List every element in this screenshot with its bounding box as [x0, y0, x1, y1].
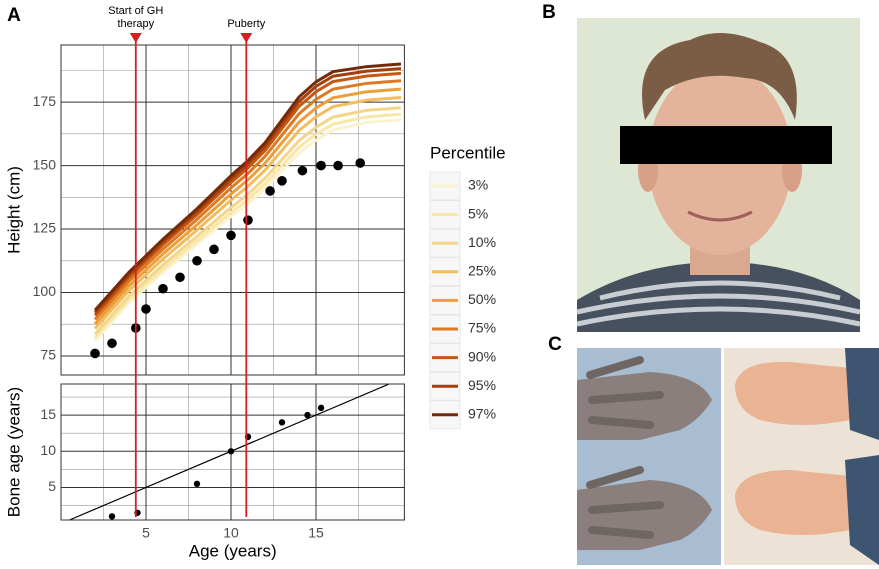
legend-label: 25% — [468, 263, 496, 279]
percentile-line — [93, 96, 402, 330]
percentile-line — [93, 79, 402, 321]
plot-border — [60, 383, 405, 521]
data-point — [316, 160, 326, 171]
y-axis-label: Bone age (years) — [4, 387, 23, 517]
panel-label: C — [548, 334, 562, 355]
legend-label: 50% — [468, 291, 496, 307]
legend-label: 97% — [468, 406, 496, 422]
percentile-line — [93, 62, 402, 312]
data-point — [226, 230, 236, 241]
percentile-line — [93, 71, 402, 317]
data-point — [265, 186, 275, 196]
y-tick-label: 10 — [40, 442, 56, 458]
percentile-line — [93, 87, 402, 325]
event-marker — [129, 33, 142, 43]
y-tick-label: 75 — [40, 347, 56, 363]
percentile-line — [93, 112, 402, 339]
annotation-label: Start of GH therapy — [108, 5, 164, 30]
data-point — [243, 215, 253, 225]
y-tick-label: 100 — [33, 283, 57, 299]
data-point — [277, 176, 287, 186]
y-tick-label: 15 — [40, 406, 56, 422]
legend-title: Percentile — [430, 143, 506, 162]
data-point — [175, 272, 185, 283]
event-marker — [240, 33, 253, 43]
legend-label: 3% — [468, 177, 488, 193]
legend-label: 5% — [468, 205, 488, 221]
y-tick-label: 150 — [33, 156, 57, 172]
data-point — [90, 348, 100, 359]
legend-label: 10% — [468, 234, 496, 250]
plot-border — [60, 44, 405, 376]
data-point — [193, 480, 201, 488]
data-point — [317, 404, 325, 412]
y-tick-label: 125 — [33, 220, 57, 236]
x-tick-label: 10 — [223, 525, 239, 541]
data-point — [227, 448, 235, 455]
photo-feet — [724, 348, 879, 565]
data-point — [192, 255, 202, 266]
y-tick-label: 5 — [48, 478, 56, 494]
photo-portrait — [576, 18, 861, 332]
photo-hands — [577, 348, 721, 565]
x-axis-label: Age (years) — [189, 541, 277, 560]
data-point — [108, 513, 116, 520]
annotation-label: Puberty — [227, 18, 266, 30]
x-tick-label: 15 — [308, 525, 324, 541]
legend-label: 95% — [468, 377, 496, 393]
x-tick-label: 5 — [142, 525, 150, 541]
legend-label: 75% — [468, 320, 496, 336]
panel-label: B — [542, 2, 556, 23]
data-point — [355, 158, 366, 168]
data-point — [278, 419, 286, 426]
data-point — [158, 283, 168, 294]
data-point — [333, 160, 343, 171]
data-point — [297, 165, 308, 176]
data-point — [209, 244, 219, 255]
percentile-line — [93, 106, 402, 336]
data-point — [107, 338, 117, 349]
y-axis-label: Height (cm) — [4, 166, 23, 254]
panel-label: A — [7, 5, 21, 26]
percentile-line — [93, 67, 402, 314]
data-point — [141, 304, 151, 314]
percentile-line — [93, 118, 402, 342]
legend-label: 90% — [468, 348, 496, 364]
y-tick-label: 175 — [33, 93, 57, 109]
data-point — [304, 411, 311, 419]
